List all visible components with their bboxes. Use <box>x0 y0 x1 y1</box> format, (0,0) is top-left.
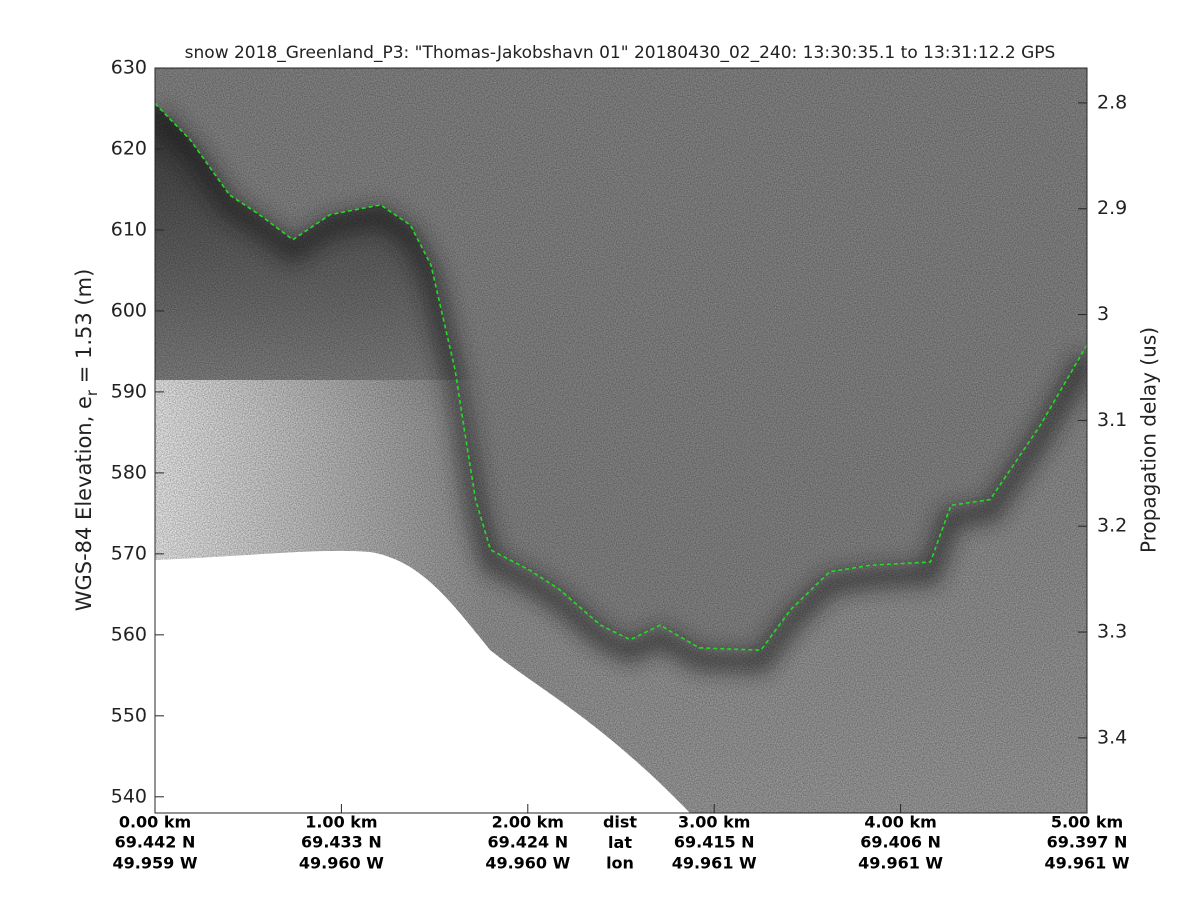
y2-tick-label: 3.4 <box>1097 726 1127 748</box>
lon-label: 49.960 W <box>485 854 570 873</box>
y-tick-label: 570 <box>111 542 147 564</box>
y-tick-label: 560 <box>111 623 147 645</box>
x-tick-label: 3.00 km <box>678 813 750 832</box>
row-label: lon <box>606 854 634 873</box>
x-tick-label: 4.00 km <box>864 813 936 832</box>
lat-label: 69.433 N <box>301 833 382 852</box>
lon-label: 49.961 W <box>672 854 757 873</box>
y2-tick-label: 3.2 <box>1097 515 1127 537</box>
lon-label: 49.961 W <box>858 854 943 873</box>
y2-axis-label: Propagation delay (us) <box>1137 327 1161 553</box>
lon-label: 49.959 W <box>113 854 198 873</box>
y-axis-label: WGS-84 Elevation, er = 1.53 (m) <box>72 269 101 612</box>
y-tick-label: 550 <box>111 704 147 726</box>
x-tick-label: 0.00 km <box>119 813 191 832</box>
y-tick-label: 610 <box>111 218 147 240</box>
y2-tick-label: 2.8 <box>1097 91 1127 113</box>
lon-label: 49.961 W <box>1045 854 1130 873</box>
x-tick-label: 2.00 km <box>492 813 564 832</box>
y-tick-label: 540 <box>111 785 147 807</box>
y-label-rest: = 1.53 (m) <box>72 269 96 390</box>
chart-title: snow 2018_Greenland_P3: "Thomas-Jakobsha… <box>185 43 1056 63</box>
y-label-text: WGS-84 Elevation, e <box>72 396 96 611</box>
y2-tick-label: 2.9 <box>1097 197 1127 219</box>
lat-label: 69.442 N <box>115 833 196 852</box>
no-data-region <box>155 550 690 813</box>
y-tick-label: 620 <box>111 137 147 159</box>
y-tick-label: 630 <box>111 57 147 79</box>
y2-tick-label: 3.3 <box>1097 621 1127 643</box>
echogram-image <box>155 68 1087 813</box>
row-label: lat <box>608 833 632 852</box>
y2-tick-label: 3 <box>1097 303 1109 325</box>
lon-label: 49.960 W <box>299 854 384 873</box>
y-tick-label: 590 <box>111 380 147 402</box>
lat-label: 69.397 N <box>1047 833 1128 852</box>
row-label: dist <box>603 813 637 832</box>
x-tick-label: 1.00 km <box>305 813 377 832</box>
lat-label: 69.406 N <box>860 833 941 852</box>
plot-frame <box>154 67 1088 814</box>
y-tick-label: 580 <box>111 461 147 483</box>
lat-label: 69.415 N <box>674 833 755 852</box>
y-label-subscript: r <box>83 389 101 396</box>
y-tick-label: 600 <box>111 299 147 321</box>
surface-line <box>155 103 1087 652</box>
lat-label: 69.424 N <box>487 833 568 852</box>
y2-tick-label: 3.1 <box>1097 409 1127 431</box>
x-tick-label: 5.00 km <box>1051 813 1123 832</box>
